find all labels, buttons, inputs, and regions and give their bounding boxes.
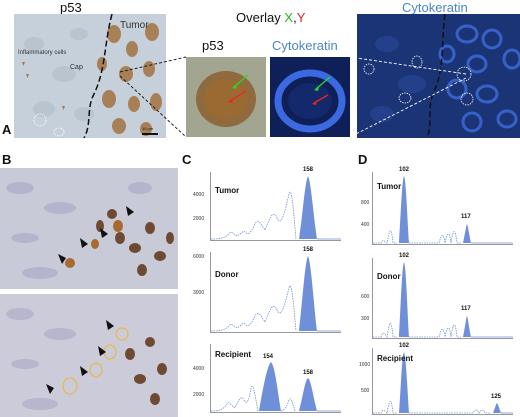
panel-c-label: C [182,152,192,167]
y-tick-label: 2000 [193,392,205,398]
overlay-comma: , [293,10,297,25]
peak-label: 102 [399,253,410,259]
panel-d-row-name: Recipient [377,354,414,363]
tumor-d-peak-102 [399,176,409,243]
peak-label: 158 [303,247,314,253]
overlay-title-prefix: Overlay [236,10,285,25]
panel-b-label: B [2,152,12,167]
panel-a-right-title: Cytokeratin [402,0,468,15]
scale-bar-label: 10 μm [142,126,154,131]
tumor-d-peak-117 [463,224,471,243]
panel-b-top-micrograph [0,168,178,289]
donor-c-stutter-curve [211,285,297,332]
donor-c-peak-158 [299,256,317,331]
panel-d-recipient-histogram: Recipient 1000 500 102 125 [359,343,513,415]
recipient-d-peak-125 [493,403,501,413]
panel-d-row-name: Tumor [377,182,402,191]
y-tick-label: 4000 [193,192,205,198]
recipient-c-peak-158 [299,378,317,411]
y-tick-label: 3000 [193,290,205,296]
donor-d-peak-102 [399,262,409,337]
tumor-c-peak-158 [299,176,317,239]
peak-label: 102 [399,167,410,173]
panel-d-tumor-histogram: Tumor 800 400 102 117 [361,167,513,245]
y-tick-label: 600 [361,294,370,300]
panel-c-tumor-histogram: Tumor 4000 2000 158 [193,167,341,241]
panel-a-label: A [2,122,12,137]
y-tick-label: 400 [361,222,370,228]
cap-label: Cap [70,64,83,71]
y-tick-label: 1000 [359,362,371,368]
p53-micrograph: Tumor Inflammatory cells Cap 10 μm [14,14,166,138]
overlay-y-label: Y [296,10,306,25]
panel-c-row-name: Tumor [215,186,240,195]
recipient-c-peak-154 [259,362,281,411]
y-tick-label: 500 [361,388,370,394]
panel-a-overlay-title: Overlay X,Y [236,10,305,25]
peak-label: 158 [303,370,314,376]
peak-label: 125 [491,394,502,400]
panel-d-donor-histogram: Donor 600 300 102 117 [361,253,513,339]
y-tick-label: 6000 [193,254,205,260]
panel-c-row-name: Recipient [215,350,252,359]
recipient-d-peak-102 [399,352,409,413]
peak-label: 102 [399,343,410,349]
y-tick-label: 2000 [193,216,205,222]
tumor-label: Tumor [120,20,149,31]
inflammatory-cells-label: Inflammatory cells [18,50,67,56]
cytokeratin-micrograph [357,14,520,138]
inset-p53-title: p53 [202,38,224,53]
tumor-c-stutter-curve [211,191,297,240]
inset-cytokeratin-title: Cytokeratin [272,38,338,53]
donor-d-peak-117 [463,316,471,337]
panel-c-recipient-histogram: Recipient 4000 2000 154 158 [193,344,341,413]
peak-label: 117 [461,214,471,220]
p53-inset-image [186,57,266,137]
overlay-x-label: X [284,10,294,25]
y-tick-label: 300 [361,316,370,322]
recipient-c-stutter-curve [211,386,259,412]
panel-c-donor-histogram: Donor 6000 3000 158 [193,247,341,333]
panel-d-label: D [358,152,368,167]
peak-label: 117 [461,306,471,312]
peak-label: 158 [303,167,314,173]
panel-a-left-title: p53 [60,0,82,15]
peak-label: 154 [263,354,274,360]
y-tick-label: 4000 [193,366,205,372]
panel-b-bottom-micrograph [0,294,178,417]
scale-bar [142,133,158,135]
panel-d-row-name: Donor [377,272,401,281]
cytokeratin-inset-image [270,57,350,137]
y-tick-label: 800 [361,200,370,206]
panel-c-row-name: Donor [215,270,239,279]
